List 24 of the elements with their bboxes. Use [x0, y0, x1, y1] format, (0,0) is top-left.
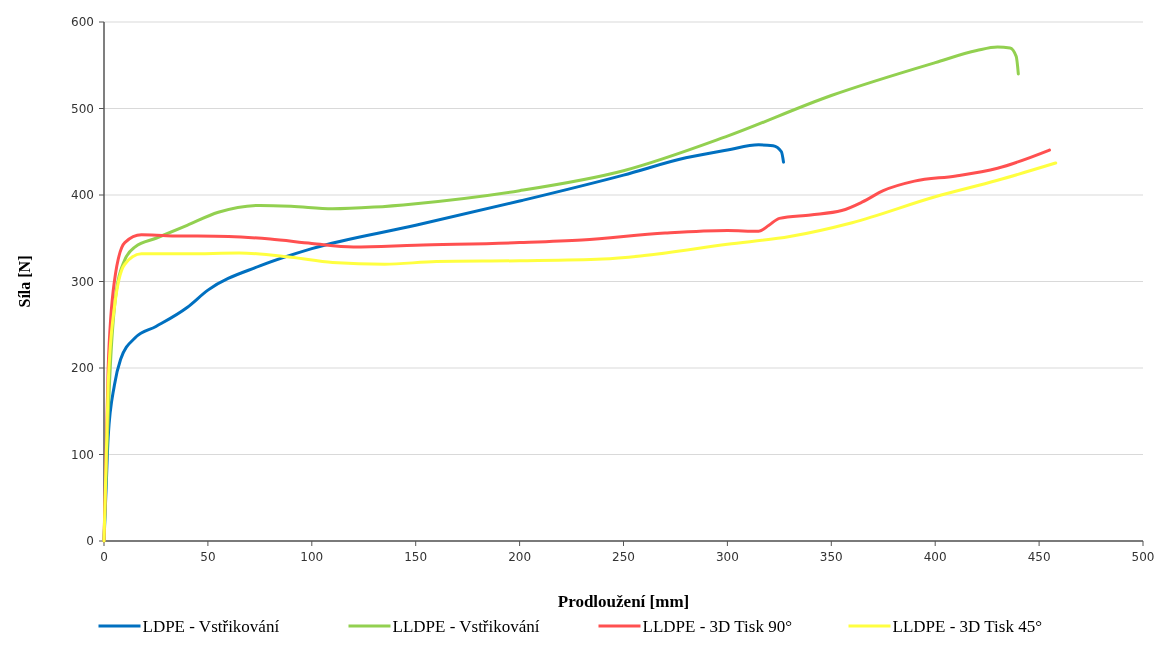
x-axis-title: Prodloužení [mm] [557, 592, 690, 611]
x-tick-label: 450 [1027, 550, 1051, 564]
y-tick-label: 600 [71, 15, 94, 29]
y-tick-label: 300 [71, 274, 94, 289]
x-tick-label: 0 [100, 550, 108, 564]
x-tick-label: 250 [612, 550, 635, 564]
y-tick-label: 400 [71, 188, 94, 202]
y-tick-label: 200 [71, 361, 94, 375]
legend-label: LLDPE - 3D Tisk 45° [892, 617, 1042, 636]
x-tick-label: 500 [1131, 550, 1155, 564]
x-tick-label: 200 [508, 550, 532, 564]
legend-label: LDPE - Vstřikování [142, 617, 280, 636]
x-tick-label: 350 [819, 550, 843, 564]
y-tick-label: 100 [71, 447, 94, 462]
y-axis-title: Síla [N] [16, 255, 33, 308]
legend-label: LLDPE - Vstřikování [392, 617, 540, 636]
legend-label: LLDPE - 3D Tisk 90° [642, 617, 792, 636]
y-tick-label: 0 [86, 534, 94, 548]
y-tick-label: 500 [71, 101, 94, 116]
x-tick-label: 400 [923, 550, 947, 564]
x-tick-label: 100 [300, 550, 324, 564]
x-tick-label: 50 [200, 550, 216, 564]
x-tick-label: 300 [715, 550, 739, 564]
x-tick-label: 150 [404, 550, 428, 564]
